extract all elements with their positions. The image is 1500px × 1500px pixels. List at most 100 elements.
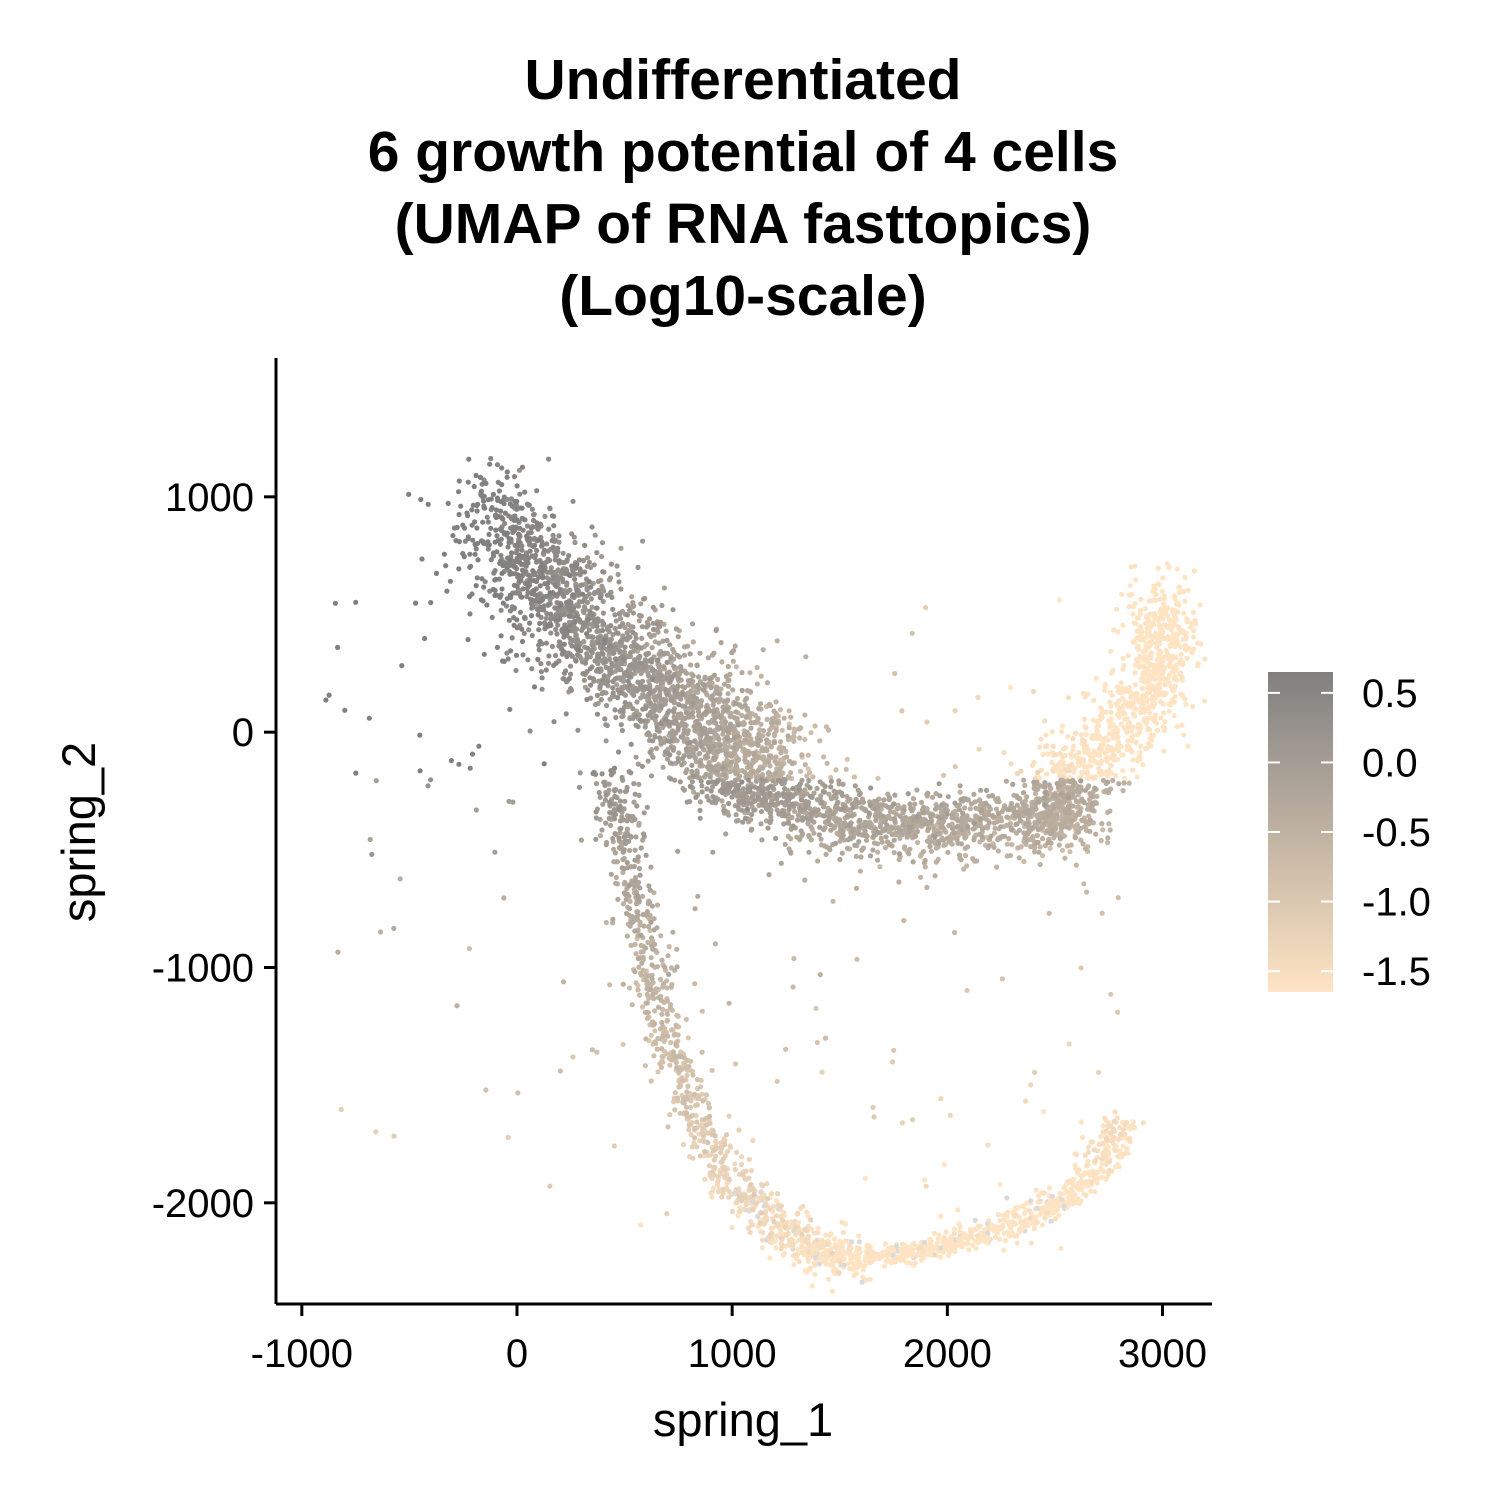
data-point (909, 816, 916, 822)
data-point (1088, 1188, 1094, 1194)
data-point (1072, 835, 1078, 841)
data-point (1047, 845, 1053, 851)
data-point (757, 701, 764, 707)
data-point (1100, 1141, 1106, 1147)
data-point (1032, 849, 1038, 855)
data-point (928, 818, 935, 824)
data-point (775, 1221, 781, 1227)
data-point (631, 863, 638, 870)
data-point (1177, 629, 1183, 636)
data-point (749, 826, 755, 832)
data-point (774, 1233, 780, 1239)
data-point (1087, 828, 1093, 835)
data-point (728, 759, 735, 765)
data-point (932, 1247, 938, 1253)
data-point (773, 835, 779, 842)
data-point (762, 1210, 768, 1216)
data-point (1028, 1198, 1034, 1204)
data-point (654, 902, 661, 908)
data-point (1090, 807, 1096, 813)
data-point (1108, 1130, 1114, 1136)
data-point (1027, 1215, 1033, 1221)
data-point (692, 981, 698, 987)
data-point (1039, 836, 1046, 842)
data-point (738, 1198, 745, 1204)
data-point (1158, 715, 1164, 721)
data-point (767, 727, 773, 733)
data-point (688, 1098, 694, 1104)
data-point (751, 1192, 757, 1198)
data-point (774, 1213, 780, 1219)
data-point (668, 656, 674, 662)
data-point (1151, 622, 1157, 628)
data-point (620, 849, 626, 855)
data-point (1120, 1143, 1126, 1149)
data-point (1054, 1206, 1060, 1212)
data-point (1007, 684, 1014, 691)
data-point (1042, 1215, 1048, 1221)
data-point (1061, 763, 1067, 769)
data-point (659, 1019, 665, 1026)
data-point (745, 1207, 751, 1213)
data-point (638, 1222, 644, 1228)
data-point (743, 1202, 749, 1208)
data-point (702, 674, 708, 680)
data-point (687, 1104, 694, 1110)
data-point (1105, 737, 1111, 743)
data-point (1032, 1069, 1038, 1075)
data-point (823, 851, 829, 858)
data-point (795, 1210, 801, 1216)
data-point (716, 748, 722, 755)
data-point (1108, 716, 1114, 722)
data-point (1099, 710, 1105, 717)
data-point (1156, 622, 1162, 628)
data-point (889, 825, 895, 831)
data-point (760, 1229, 766, 1236)
data-point (1041, 1190, 1048, 1196)
data-point (830, 898, 836, 904)
data-point (755, 767, 762, 774)
data-point (748, 1168, 755, 1174)
data-point (944, 811, 950, 817)
data-point (889, 1246, 895, 1252)
data-point (1157, 660, 1163, 666)
data-point (1001, 1212, 1007, 1219)
data-point (1090, 717, 1096, 723)
data-point (733, 812, 739, 818)
data-point (1124, 747, 1130, 753)
data-point (773, 699, 779, 705)
title-line-4: (Log10-scale) (559, 264, 927, 328)
data-point (805, 752, 811, 758)
data-point (1115, 1162, 1121, 1168)
data-point (671, 1032, 677, 1038)
data-point (1144, 625, 1150, 631)
data-point (1174, 566, 1180, 572)
data-point (648, 773, 655, 779)
data-point (962, 805, 968, 811)
data-point (1127, 1139, 1133, 1145)
data-point (910, 796, 917, 802)
data-point (1183, 636, 1189, 642)
data-point (1062, 753, 1068, 759)
data-point (633, 980, 639, 986)
data-point (1092, 1158, 1098, 1164)
data-point (1008, 827, 1015, 833)
data-point (849, 828, 855, 835)
data-point (970, 826, 977, 832)
data-point (1098, 1134, 1104, 1140)
data-point (815, 858, 821, 864)
data-point (1071, 1197, 1077, 1203)
data-point (899, 708, 905, 714)
data-point (1064, 824, 1071, 830)
data-point (812, 1271, 818, 1277)
data-point (696, 1095, 702, 1101)
data-point (1122, 775, 1128, 782)
data-point (1141, 679, 1147, 685)
data-point (766, 759, 772, 765)
data-point (674, 946, 680, 952)
data-point (729, 1224, 735, 1231)
data-point (1117, 1148, 1123, 1154)
data-point (1156, 683, 1162, 689)
data-point (682, 715, 688, 722)
data-point (949, 1242, 956, 1248)
